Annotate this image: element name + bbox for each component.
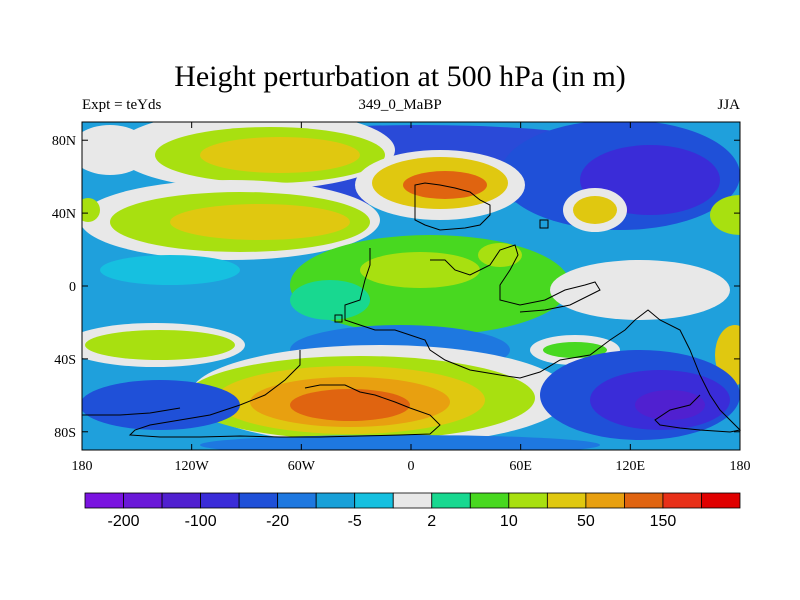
colorbar-label: 2 [427,513,436,530]
colorbar-swatch [277,492,317,509]
colorbar-swatch [546,492,587,509]
colorbar-swatch [84,492,124,509]
colorbar-swatch [354,492,394,509]
colorbar-swatch [508,492,548,509]
season-label: JJA [717,97,740,113]
colorbar-label: -20 [266,513,289,530]
colorbar-label: 150 [650,513,677,530]
colorbar-swatch [238,492,279,509]
coastlines [82,182,742,438]
x-tick-label: 60E [509,459,532,474]
colorbar-swatch [431,492,471,509]
colorbar-label: -200 [108,513,140,530]
colorbar-swatch [123,492,163,509]
colorbar-label: 50 [577,513,595,530]
colorbar-swatch [469,492,510,509]
y-tick-label: 80S [54,426,76,441]
chart-title: Height perturbation at 500 hPa (in m) [174,60,626,93]
y-axis: 80N 40N 0 40S 80S [52,134,740,441]
x-tick-label: 120E [616,459,646,474]
x-tick-label: 180 [72,459,93,474]
colorbar-label: -5 [348,513,362,530]
colorbar-swatch [161,492,201,509]
experiment-label: Expt = teYds [82,97,162,113]
colorbar-swatch [315,492,356,509]
colorbar-swatch [662,492,702,509]
y-tick-label: 40N [52,207,76,222]
time-label: 349_0_MaBP [358,97,442,113]
x-axis: 180 120W 60W 0 60E 120E 180 [72,122,751,474]
colorbar-swatch [624,492,664,509]
colorbar-swatch [392,492,433,509]
x-tick-label: 180 [730,459,751,474]
y-tick-label: 80N [52,134,76,149]
x-tick-label: 60W [288,459,316,474]
colorbar-label: -100 [185,513,217,530]
colorbar-label: 10 [500,513,518,530]
colorbar-swatch [585,492,625,509]
colorbar: -200 -100 -20 -5 2 10 50 150 [84,492,741,530]
colorbar-swatch [200,492,240,509]
x-tick-label: 120W [175,459,210,474]
colorbar-swatch [701,492,741,509]
contour-field [82,122,740,450]
y-tick-label: 0 [69,280,76,295]
x-tick-label: 0 [408,459,415,474]
y-tick-label: 40S [54,353,76,368]
